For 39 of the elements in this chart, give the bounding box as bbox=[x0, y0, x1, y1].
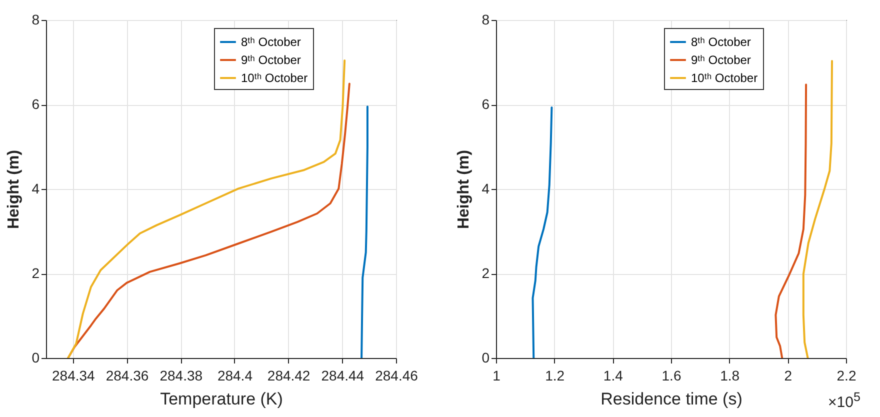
y-tick-label: 4 bbox=[482, 180, 490, 196]
x-tick-label: 284.44 bbox=[321, 368, 364, 384]
y-axis-title: Height (m) bbox=[6, 150, 23, 230]
text: ×10$^{5}$ bbox=[828, 390, 860, 411]
legend-label: 8ᵗʰ October bbox=[241, 35, 301, 49]
x-tick-label: 1.6 bbox=[662, 368, 682, 384]
legend-label: 9ᵗʰ October bbox=[691, 53, 751, 67]
line-series bbox=[802, 60, 833, 358]
x-tick-label: 1.8 bbox=[720, 368, 740, 384]
legend-label: 9ᵗʰ October bbox=[241, 53, 301, 67]
legend-label: 8ᵗʰ October bbox=[691, 35, 751, 49]
x-tick-label: 2 bbox=[784, 368, 792, 384]
x-axis-title: Temperature (K) bbox=[160, 390, 283, 408]
x-tick-label: 1.2 bbox=[545, 368, 565, 384]
legend-label: 10ᵗʰ October bbox=[691, 71, 758, 85]
x-tick-label: 284.4 bbox=[217, 368, 253, 384]
x-tick-label: 1 bbox=[492, 368, 501, 384]
y-axis-title: Height (m) bbox=[456, 150, 473, 230]
x-axis-title: Residence time (s) bbox=[600, 390, 742, 408]
line-series bbox=[774, 84, 808, 358]
line-series bbox=[532, 106, 553, 358]
y-tick-label: 6 bbox=[482, 96, 490, 112]
x-tick-label: 1.4 bbox=[603, 368, 624, 384]
y-tick-label: 8 bbox=[482, 12, 490, 28]
x-tick-label: 284.46 bbox=[375, 368, 418, 384]
y-tick-label: 6 bbox=[32, 96, 40, 112]
x-tick-label: 284.42 bbox=[267, 368, 310, 384]
x-tick-label: 284.36 bbox=[106, 368, 149, 384]
y-tick-label: 2 bbox=[32, 265, 40, 281]
legend-label: 10ᵗʰ October bbox=[241, 71, 308, 85]
y-tick-label: 0 bbox=[32, 350, 40, 366]
x-tick-label: 284.38 bbox=[160, 368, 203, 384]
y-tick-label: 4 bbox=[32, 180, 40, 196]
y-tick-label: 2 bbox=[482, 265, 490, 281]
y-tick-label: 8 bbox=[32, 12, 40, 28]
y-tick-label: 0 bbox=[482, 350, 490, 366]
line-series bbox=[360, 106, 368, 358]
x-tick-label: 284.34 bbox=[52, 368, 96, 384]
x-tick-label: 2.2 bbox=[836, 368, 856, 384]
